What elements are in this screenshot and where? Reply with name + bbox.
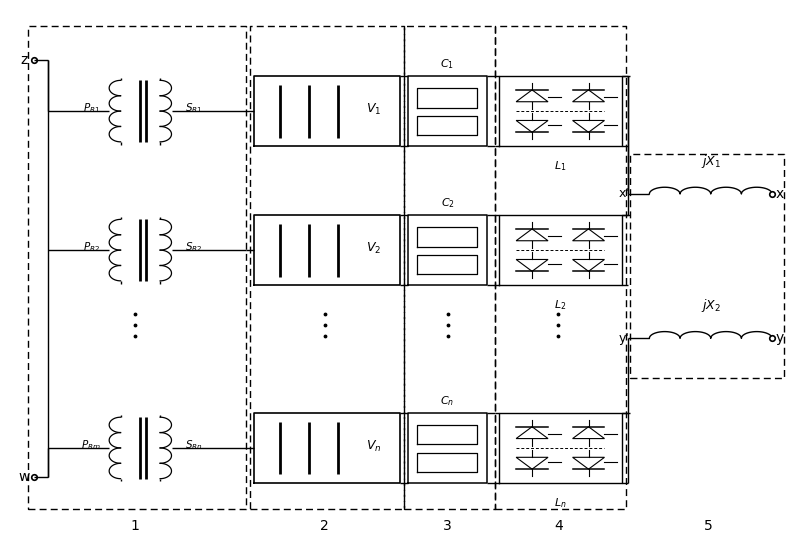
Text: y: y — [776, 331, 784, 345]
Text: z: z — [20, 53, 28, 67]
Text: $C_1$: $C_1$ — [441, 58, 454, 72]
Text: $P_{R1}$: $P_{R1}$ — [82, 102, 100, 115]
Text: $L_2$: $L_2$ — [554, 298, 566, 312]
Text: $V_n$: $V_n$ — [366, 439, 382, 454]
Text: 2: 2 — [321, 520, 329, 533]
Text: $P_{Rm}$: $P_{Rm}$ — [82, 438, 101, 452]
Text: $V_1$: $V_1$ — [366, 102, 382, 117]
Text: x: x — [776, 187, 784, 201]
Text: y': y' — [618, 332, 630, 345]
Text: 3: 3 — [443, 520, 452, 533]
Text: w: w — [18, 470, 30, 484]
Text: $S_{R1}$: $S_{R1}$ — [186, 102, 203, 115]
Text: 5: 5 — [704, 520, 713, 533]
Text: $jX_2$: $jX_2$ — [701, 297, 721, 314]
Text: $L_1$: $L_1$ — [554, 159, 566, 173]
Text: $L_n$: $L_n$ — [554, 496, 566, 510]
Text: x': x' — [618, 187, 630, 200]
Text: $V_2$: $V_2$ — [366, 241, 382, 256]
Text: $S_{R2}$: $S_{R2}$ — [186, 241, 203, 254]
Text: $jX_1$: $jX_1$ — [701, 153, 721, 170]
Text: $S_{Rn}$: $S_{Rn}$ — [186, 438, 203, 452]
Text: $C_2$: $C_2$ — [441, 197, 454, 211]
Text: $C_n$: $C_n$ — [441, 395, 454, 408]
Text: 1: 1 — [130, 520, 139, 533]
Text: 4: 4 — [554, 520, 562, 533]
Text: $P_{R2}$: $P_{R2}$ — [82, 241, 100, 254]
